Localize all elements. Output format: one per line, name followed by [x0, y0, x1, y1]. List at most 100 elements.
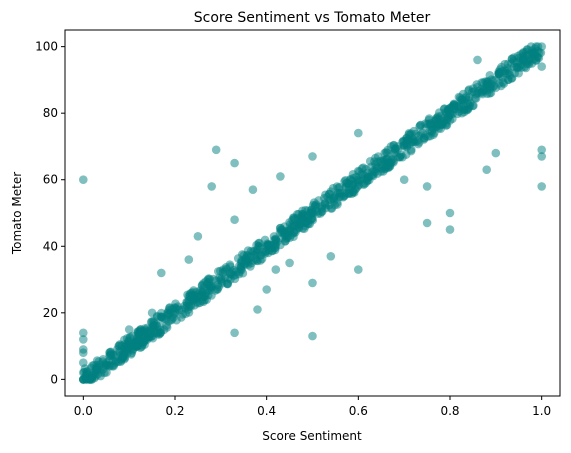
data-point: [409, 135, 418, 145]
data-point: [276, 172, 285, 181]
data-point: [445, 225, 455, 234]
data-point: [528, 49, 537, 58]
data-point: [473, 88, 482, 98]
y-tick-label: 80: [43, 106, 58, 120]
data-point: [79, 335, 88, 344]
band-point: [415, 121, 425, 130]
data-point: [115, 348, 125, 358]
data-point: [147, 308, 157, 318]
data-point: [79, 375, 88, 384]
band-point: [518, 49, 528, 58]
x-tick-label: 0.2: [165, 404, 184, 418]
data-point: [92, 365, 102, 374]
data-point: [262, 242, 272, 251]
data-point: [198, 288, 207, 298]
data-point: [225, 268, 235, 278]
data-point: [381, 155, 391, 165]
data-point: [308, 278, 317, 288]
data-point: [418, 128, 427, 138]
data-point: [106, 351, 116, 361]
data-point: [207, 281, 216, 291]
data-point: [193, 232, 203, 241]
x-axis-label: Score Sentiment: [262, 429, 362, 443]
data-point: [79, 328, 88, 338]
band-point: [365, 157, 375, 166]
data-point: [216, 275, 226, 284]
band-point: [382, 148, 392, 158]
data-point: [170, 308, 180, 318]
data-point: [363, 168, 372, 178]
data-point: [253, 305, 262, 314]
data-point: [102, 358, 111, 368]
data-point: [152, 321, 161, 331]
band-point: [531, 56, 541, 65]
y-tick-label: 0: [50, 372, 58, 386]
data-point: [354, 175, 363, 184]
band-point: [504, 75, 513, 85]
data-point: [157, 268, 166, 278]
data-point: [537, 42, 546, 51]
data-point: [317, 202, 327, 211]
data-point: [299, 215, 308, 224]
band-point: [156, 328, 165, 337]
data-point: [253, 248, 262, 258]
data-point: [491, 148, 501, 158]
data-point: [436, 115, 446, 125]
x-tick-label: 0.6: [349, 404, 368, 418]
band-point: [133, 327, 142, 337]
data-point: [230, 215, 239, 224]
data-point: [207, 182, 216, 191]
data-point: [308, 331, 317, 341]
data-point: [161, 315, 171, 324]
data-point: [537, 145, 546, 155]
data-point: [79, 358, 88, 368]
data-point: [189, 295, 198, 304]
points-layer: [79, 42, 546, 384]
x-tick-label: 0.0: [74, 404, 93, 418]
data-point: [422, 182, 432, 191]
data-point: [390, 148, 400, 158]
data-point: [326, 195, 336, 204]
chart-title: Score Sentiment vs Tomato Meter: [194, 10, 431, 26]
x-tick-label: 0.4: [257, 404, 276, 418]
band-point: [327, 204, 337, 213]
data-point: [211, 145, 221, 155]
data-point: [482, 82, 492, 91]
band-point: [226, 262, 235, 271]
plot-frame: [64, 29, 561, 397]
data-point: [262, 285, 272, 294]
data-point: [399, 142, 409, 151]
data-point: [308, 152, 317, 161]
data-point: [427, 122, 437, 131]
data-point: [184, 255, 194, 264]
data-point: [372, 162, 382, 171]
data-point: [326, 251, 336, 261]
y-tick-label: 100: [35, 40, 58, 54]
data-point: [454, 102, 464, 111]
band-point: [486, 88, 496, 98]
data-point: [271, 265, 281, 274]
data-point: [124, 341, 134, 351]
data-point: [509, 62, 519, 71]
data-point: [491, 75, 501, 85]
data-point: [143, 328, 152, 338]
data-point: [344, 182, 354, 191]
data-point: [537, 152, 546, 161]
data-point: [354, 128, 363, 138]
data-point: [230, 158, 239, 168]
band-point: [384, 162, 394, 172]
data-point: [445, 108, 455, 118]
band-point: [309, 198, 319, 207]
y-tick-label: 40: [43, 239, 58, 253]
data-point: [134, 335, 143, 344]
data-point: [500, 69, 510, 78]
data-point: [244, 255, 253, 264]
data-point: [179, 301, 189, 311]
data-point: [399, 175, 409, 184]
y-tick-label: 60: [43, 173, 58, 187]
band-point: [386, 142, 396, 151]
data-point: [422, 218, 432, 228]
band-point: [402, 133, 412, 143]
data-point: [271, 235, 281, 244]
data-point: [79, 345, 88, 354]
